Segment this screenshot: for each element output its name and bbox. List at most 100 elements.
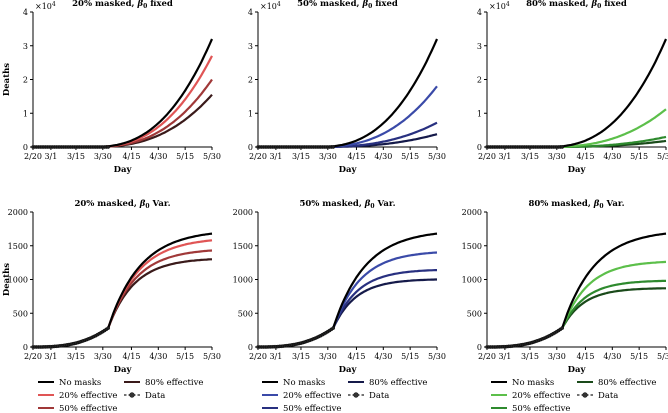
legend-label-e20: 20% effective (59, 391, 117, 401)
x-tick-label: 4/15 (347, 152, 365, 161)
series-line-20-effective (33, 55, 213, 149)
exponent-base: ×10 (489, 2, 506, 11)
chart-title: 20% masked, β0 fixed (72, 0, 173, 10)
y-tick-label: 1 (23, 109, 28, 118)
title-prefix: 20% masked, (74, 199, 139, 209)
x-tick-label: 3/30 (319, 352, 337, 361)
x-tick-label: 5/15 (401, 152, 419, 161)
y-tick-label: 1500 (233, 242, 253, 251)
data-point (106, 326, 110, 330)
title-suffix: Var. (604, 199, 625, 209)
x-tick-label: 5/30 (428, 152, 446, 161)
chart-panel-5: 0 500 1000 1500 2000 2/20 3/1 3/15 3/30 4/15 4/30 5… (233, 199, 446, 375)
legend-3: No masks 20% effective 50% effective 80% ef… (491, 378, 656, 413)
x-axis-label: Day (339, 165, 358, 175)
x-tick-label: 5/30 (657, 352, 668, 361)
x-tick-label: 3/1 (498, 152, 511, 161)
y-tick-label: 1 (248, 109, 253, 118)
x-tick-label: 2/20 (249, 352, 267, 361)
data-point (560, 145, 565, 149)
x-tick-label: 3/15 (67, 352, 85, 361)
y-tick-label: 4 (477, 8, 482, 17)
x-tick-label: 4/15 (576, 152, 594, 161)
series-line-80-effective (33, 93, 213, 149)
x-tick-label: 5/30 (657, 152, 668, 161)
chart-title: 50% masked, β0 fixed (297, 0, 398, 10)
x-tick-label: 3/1 (269, 352, 282, 361)
x-tick-label: 3/1 (498, 352, 511, 361)
x-tick-label: 3/30 (548, 152, 566, 161)
legend-label-e80: 80% effective (369, 378, 427, 388)
x-tick-label: 5/15 (630, 352, 648, 361)
y-tick-label: 0 (248, 143, 253, 152)
x-tick-label: 4/15 (576, 352, 594, 361)
legend-label-e50: 50% effective (283, 404, 341, 413)
series-line-80-effective (258, 278, 437, 349)
y-tick-label: 2 (23, 76, 28, 85)
data-markers (31, 326, 110, 349)
title-subscript: 0 (368, 3, 372, 10)
x-tick-label: 2/20 (249, 152, 267, 161)
axis-exponent-label: ×104 (489, 1, 510, 11)
legend-1: No masks 20% effective 50% effective 80% ef… (38, 378, 203, 413)
x-tick-label: 3/15 (292, 152, 310, 161)
legend-label-no_masks: No masks (283, 378, 325, 388)
title-suffix: fixed (147, 0, 173, 9)
x-axis-label: Day (114, 365, 133, 375)
data-markers (485, 326, 565, 349)
exponent-power: 4 (506, 1, 510, 8)
x-axis-label: Day (568, 165, 587, 175)
title-beta: β (361, 0, 368, 9)
legend-label-no_masks: No masks (512, 378, 554, 388)
title-prefix: 50% masked, (297, 0, 362, 9)
x-tick-label: 3/1 (44, 152, 57, 161)
y-tick-label: 500 (13, 309, 28, 318)
legend-2: No masks 20% effective 50% effective 80% ef… (262, 378, 427, 413)
title-subscript: 0 (143, 3, 147, 10)
title-beta: β (139, 199, 146, 209)
x-axis-label: Day (339, 365, 358, 375)
x-tick-label: 3/1 (269, 152, 282, 161)
legend-label-e80: 80% effective (598, 378, 656, 388)
exponent-base: ×10 (260, 2, 277, 11)
y-tick-label: 500 (238, 309, 253, 318)
series-line-20-effective (258, 85, 438, 149)
data-point (331, 326, 336, 330)
chart-panel-1: 0 1 2 3 4 2/20 3/1 3/15 3/30 4/15 4/30 5/15 5/30 Day D… (2, 0, 221, 175)
legend-label-data: Data (598, 391, 618, 401)
title-suffix: Var. (375, 199, 396, 209)
y-tick-label: 2 (248, 76, 253, 85)
y-tick-label: 1 (477, 109, 482, 118)
title-prefix: 80% masked, (528, 199, 593, 209)
x-tick-label: 5/30 (428, 352, 446, 361)
x-tick-label: 4/30 (374, 352, 392, 361)
x-tick-label: 3/30 (319, 152, 337, 161)
title-suffix: fixed (601, 0, 627, 9)
legend-label-data: Data (145, 391, 165, 401)
x-tick-label: 5/15 (401, 352, 419, 361)
x-axis-label: Day (568, 365, 587, 375)
series-line-no-masks (33, 232, 213, 349)
exponent-power: 4 (52, 1, 56, 8)
x-tick-label: 3/15 (521, 152, 539, 161)
title-beta: β (593, 199, 600, 209)
chart-panel-3: 0 1 2 3 4 2/203/1 3/15 3/30 4/15 4/30 5/15 5/30 Day ×… (477, 0, 668, 175)
y-tick-label: 0 (477, 143, 482, 152)
legend-swatch-data-marker (353, 392, 359, 398)
x-tick-label: 5/15 (176, 352, 194, 361)
series-line-no-masks (258, 38, 439, 149)
y-tick-label: 4 (248, 8, 253, 17)
x-tick-label: 3/15 (521, 352, 539, 361)
chart-title: 50% masked, β0 Var. (299, 199, 395, 210)
legend-label-no_masks: No masks (59, 378, 101, 388)
legend-label-e80: 80% effective (145, 378, 203, 388)
x-tick-label: 5/15 (176, 152, 194, 161)
y-tick-label: 0 (477, 343, 482, 352)
title-prefix: 20% masked, (72, 0, 137, 9)
chart-title: 80% masked, β0 Var. (528, 199, 624, 210)
x-tick-label: 4/15 (122, 352, 140, 361)
y-axis-label: Deaths (2, 263, 12, 296)
y-tick-label: 3 (23, 42, 28, 51)
legend-swatch-data-marker (129, 392, 135, 398)
